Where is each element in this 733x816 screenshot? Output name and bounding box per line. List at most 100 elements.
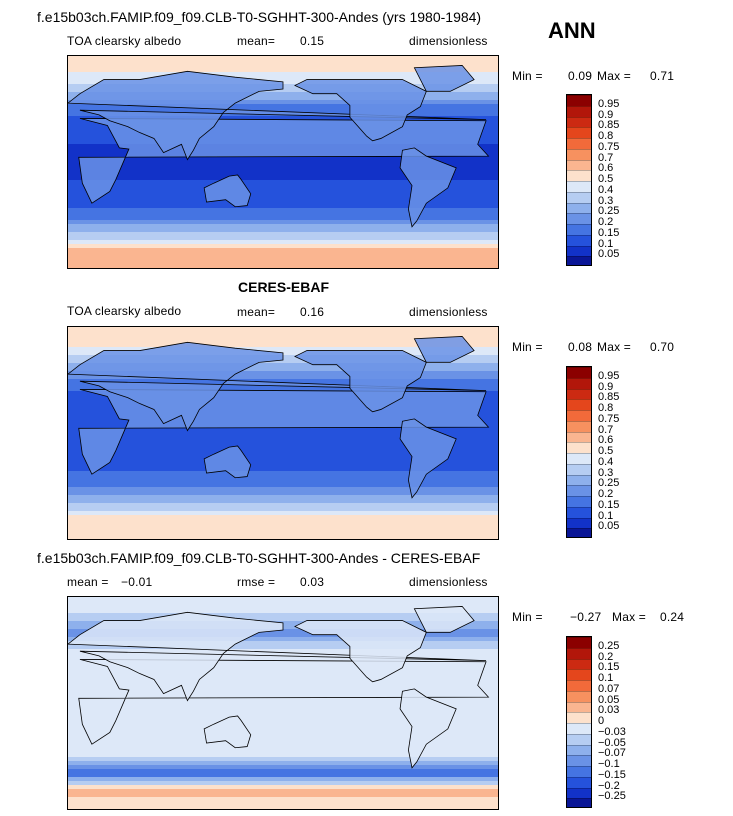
zonal-band — [68, 367, 498, 372]
zonal-band — [68, 605, 498, 610]
zonal-band — [68, 64, 498, 69]
zonal-band — [68, 789, 498, 794]
zonal-band — [68, 637, 498, 642]
zonal-band — [68, 645, 498, 650]
panel-1-min-value: 0.09 — [568, 69, 593, 83]
zonal-band — [68, 495, 498, 500]
zonal-band — [68, 741, 498, 746]
zonal-band — [68, 331, 498, 336]
zonal-band — [68, 116, 498, 121]
zonal-band — [68, 507, 498, 512]
continent-outline — [294, 620, 427, 683]
panel-1-map-plot — [68, 56, 498, 268]
zonal-band — [68, 745, 498, 750]
zonal-band — [68, 511, 498, 516]
panel-1-mean-label: mean= — [237, 34, 276, 48]
colorbar-swatch — [567, 474, 591, 487]
colorbar-swatch — [567, 213, 591, 225]
zonal-band — [68, 633, 498, 638]
colorbar-swatch — [567, 496, 591, 508]
zonal-band — [68, 769, 498, 774]
zonal-band — [68, 455, 498, 460]
zonal-band — [68, 339, 498, 344]
zonal-band — [68, 176, 498, 181]
panel-3-rmse-label: rmse = — [237, 575, 276, 589]
colorbar-swatch — [567, 159, 591, 172]
colorbar-swatch — [567, 181, 591, 193]
zonal-band — [68, 761, 498, 766]
colorbar-swatch — [567, 410, 591, 422]
zonal-band — [68, 499, 498, 504]
zonal-band — [68, 725, 498, 730]
zonal-band — [68, 523, 498, 528]
zonal-band — [68, 717, 498, 722]
zonal-band — [68, 248, 498, 253]
zonal-band — [68, 785, 498, 790]
colorbar-tick-label: 0.8 — [598, 402, 614, 414]
zonal-band — [68, 60, 498, 65]
zonal-band — [68, 781, 498, 786]
zonal-band — [68, 375, 498, 380]
zonal-band — [68, 184, 498, 189]
zonal-band — [68, 451, 498, 456]
zonal-band — [68, 597, 498, 602]
zonal-band — [68, 519, 498, 524]
panel-1-map — [67, 55, 499, 269]
zonal-band — [68, 797, 498, 802]
colorbar-swatch — [567, 453, 591, 465]
colorbar-swatch — [567, 442, 591, 454]
colorbar-swatch — [567, 506, 591, 519]
panel-2-variable: TOA clearsky albedo — [67, 304, 182, 318]
continent-outline — [413, 606, 475, 633]
zonal-band — [68, 657, 498, 662]
zonal-band — [68, 705, 498, 710]
zonal-band — [68, 749, 498, 754]
zonal-band — [68, 431, 498, 436]
colorbar-tick-label: 0.03 — [598, 704, 620, 717]
zonal-band — [68, 801, 498, 806]
colorbar-swatch — [567, 431, 591, 444]
colorbar-swatch — [567, 766, 591, 778]
colorbar-swatch — [567, 690, 591, 703]
colorbar-swatch — [567, 755, 591, 767]
colorbar-tick-label: 0.2 — [598, 216, 614, 228]
zonal-band — [68, 503, 498, 508]
zonal-band — [68, 72, 498, 77]
continent-outline — [399, 147, 457, 228]
colorbar-tick-label: 0.8 — [598, 130, 614, 142]
panel-2-mean-value: 0.16 — [300, 305, 325, 319]
zonal-band — [68, 459, 498, 464]
zonal-band — [68, 212, 498, 217]
zonal-band — [68, 709, 498, 714]
zonal-band — [68, 343, 498, 348]
zonal-band — [68, 757, 498, 762]
colorbar-tick-label: 0.5 — [598, 445, 614, 457]
colorbar-frame — [566, 636, 592, 808]
panel-3-units: dimensionless — [409, 575, 488, 589]
panel-3-min-value: −0.27 — [570, 610, 602, 624]
panel-3-max-label: Max = — [612, 610, 647, 624]
panel-1-header: f.e15b03ch.FAMIP.f09_f09.CLB-T0-SGHHT-30… — [37, 9, 482, 25]
colorbar-swatch — [567, 170, 591, 182]
zonal-band — [68, 88, 498, 93]
zonal-band — [68, 805, 498, 809]
colorbar-tick-label: 0.25 — [598, 205, 620, 218]
colorbar-swatch — [567, 105, 591, 118]
colorbar-tick-label: 0.07 — [598, 682, 620, 695]
colorbar-swatch — [567, 256, 591, 265]
colorbar-tick-label: 0.7 — [598, 151, 614, 164]
zonal-band — [68, 629, 498, 634]
panel-3-rmse-value: 0.03 — [300, 575, 325, 589]
continent-outline — [399, 418, 457, 499]
colorbar-swatch — [567, 95, 591, 107]
colorbar-swatch — [567, 202, 591, 215]
zonal-band — [68, 96, 498, 101]
panel-3-max-value: 0.24 — [660, 610, 685, 624]
colorbar-swatch — [567, 224, 591, 236]
zonal-band — [68, 192, 498, 197]
colorbar-tick-label: 0.1 — [598, 237, 614, 250]
colorbar-tick-label: −0.25 — [598, 790, 626, 803]
zonal-band — [68, 244, 498, 249]
zonal-band — [68, 439, 498, 444]
zonal-band — [68, 387, 498, 392]
